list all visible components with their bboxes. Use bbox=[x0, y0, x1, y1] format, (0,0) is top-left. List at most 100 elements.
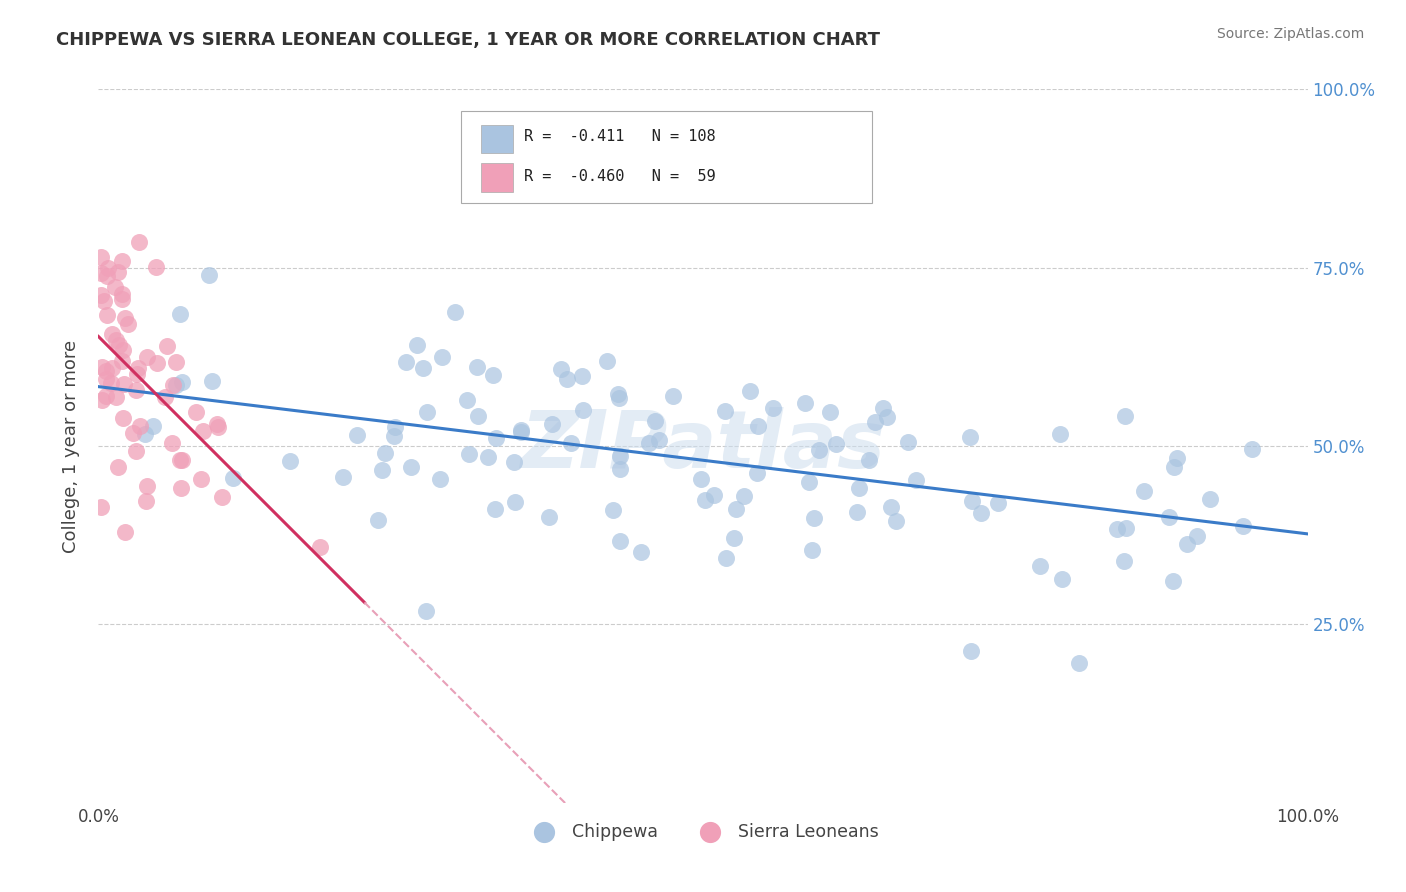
Point bbox=[630, 545, 652, 559]
Point bbox=[93, 294, 115, 309]
Point bbox=[1163, 459, 1185, 474]
Point bbox=[346, 428, 368, 442]
Point bbox=[960, 644, 983, 658]
Point bbox=[481, 368, 503, 382]
Point bbox=[191, 424, 214, 438]
Point bbox=[201, 374, 224, 388]
Point bbox=[412, 360, 434, 375]
Point bbox=[723, 531, 745, 545]
Point bbox=[648, 433, 671, 447]
Point bbox=[970, 506, 993, 520]
Point bbox=[96, 308, 118, 322]
Point bbox=[465, 359, 488, 374]
Point bbox=[803, 511, 825, 525]
FancyBboxPatch shape bbox=[481, 163, 513, 192]
Point bbox=[278, 454, 301, 468]
Point bbox=[308, 541, 330, 555]
Point bbox=[111, 287, 134, 301]
Point bbox=[1052, 572, 1074, 586]
Point bbox=[572, 403, 595, 417]
Point bbox=[747, 418, 769, 433]
Point bbox=[135, 351, 157, 365]
Point bbox=[846, 505, 869, 519]
Point bbox=[107, 459, 129, 474]
Point bbox=[897, 434, 920, 449]
Point bbox=[609, 449, 631, 463]
Point bbox=[153, 390, 176, 404]
Point bbox=[858, 452, 880, 467]
Point bbox=[90, 250, 112, 264]
Point bbox=[794, 396, 817, 410]
Point bbox=[117, 317, 139, 331]
Point bbox=[96, 268, 118, 283]
Point bbox=[703, 488, 725, 502]
Point bbox=[863, 416, 886, 430]
Point bbox=[124, 443, 146, 458]
Point bbox=[430, 350, 453, 364]
Point bbox=[105, 333, 128, 347]
Point bbox=[905, 473, 928, 487]
Point bbox=[503, 455, 526, 469]
Point bbox=[170, 481, 193, 495]
Point bbox=[740, 384, 762, 399]
Point bbox=[596, 354, 619, 368]
Point bbox=[415, 604, 437, 618]
Point bbox=[456, 392, 478, 407]
Point bbox=[725, 502, 748, 516]
Point bbox=[734, 489, 756, 503]
Point bbox=[125, 383, 148, 397]
Point bbox=[1199, 491, 1222, 506]
Point bbox=[690, 472, 713, 486]
Point bbox=[695, 492, 717, 507]
Point bbox=[97, 260, 120, 275]
Point bbox=[107, 337, 129, 351]
Point bbox=[96, 364, 118, 378]
Point bbox=[104, 280, 127, 294]
Point bbox=[114, 310, 136, 325]
Point bbox=[560, 435, 582, 450]
Point bbox=[111, 354, 134, 368]
Point bbox=[987, 496, 1010, 510]
Point bbox=[662, 389, 685, 403]
Point bbox=[165, 355, 187, 369]
Point bbox=[134, 426, 156, 441]
Point bbox=[537, 510, 560, 524]
Point bbox=[374, 446, 396, 460]
Point bbox=[169, 453, 191, 467]
Point bbox=[509, 425, 531, 439]
Point bbox=[165, 377, 187, 392]
Point bbox=[111, 254, 134, 268]
Point bbox=[714, 404, 737, 418]
Legend: Chippewa, Sierra Leoneans: Chippewa, Sierra Leoneans bbox=[520, 816, 886, 847]
Point bbox=[111, 410, 134, 425]
Point bbox=[332, 470, 354, 484]
Point bbox=[399, 460, 422, 475]
Point bbox=[555, 372, 578, 386]
Point bbox=[1112, 554, 1135, 568]
Point bbox=[101, 327, 124, 342]
Point bbox=[172, 376, 194, 390]
Point bbox=[405, 338, 427, 352]
Point bbox=[959, 430, 981, 444]
Point bbox=[800, 543, 823, 558]
Point bbox=[112, 376, 135, 391]
Point bbox=[1240, 442, 1263, 456]
Point bbox=[127, 368, 149, 382]
Point bbox=[384, 420, 406, 434]
Point bbox=[609, 534, 631, 549]
Point bbox=[162, 377, 184, 392]
Point bbox=[160, 435, 183, 450]
Point bbox=[90, 288, 112, 302]
Point bbox=[444, 305, 467, 319]
Point bbox=[550, 362, 572, 376]
Point bbox=[848, 481, 870, 495]
Point bbox=[114, 524, 136, 539]
Point bbox=[156, 339, 179, 353]
Point bbox=[467, 409, 489, 423]
Point bbox=[170, 452, 193, 467]
Point bbox=[637, 435, 659, 450]
Point bbox=[505, 495, 527, 509]
FancyBboxPatch shape bbox=[461, 111, 872, 203]
Point bbox=[395, 354, 418, 368]
Point bbox=[879, 500, 901, 514]
